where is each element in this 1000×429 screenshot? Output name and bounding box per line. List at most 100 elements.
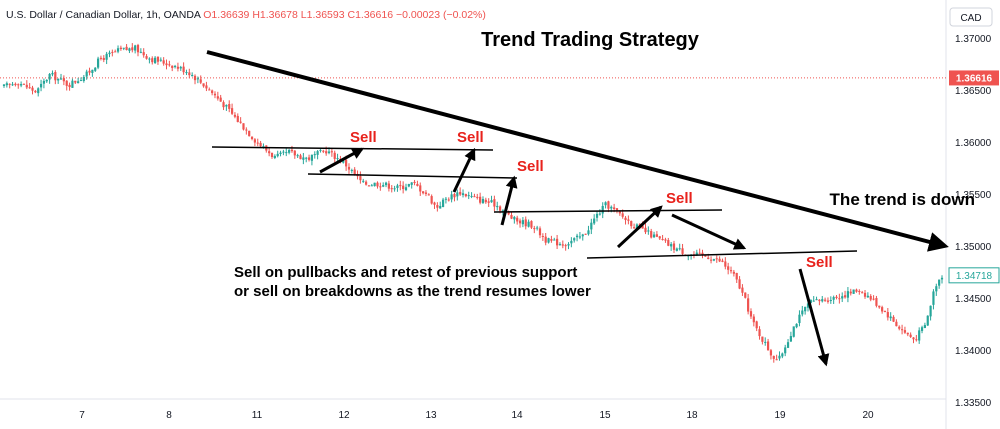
candle xyxy=(111,49,114,57)
candle xyxy=(709,256,713,264)
candle xyxy=(670,242,673,251)
candle xyxy=(564,243,567,251)
candle xyxy=(521,217,524,228)
currency-badge[interactable] xyxy=(949,7,993,27)
candle xyxy=(193,74,197,85)
candle xyxy=(59,73,63,80)
candle xyxy=(54,70,57,85)
candle xyxy=(279,150,282,157)
candle xyxy=(775,354,778,361)
candle xyxy=(364,180,368,186)
candle xyxy=(316,149,319,160)
candle xyxy=(34,89,37,94)
candle xyxy=(841,292,844,303)
candle xyxy=(724,257,727,270)
candle xyxy=(290,145,294,153)
candle xyxy=(11,81,14,86)
candle xyxy=(387,180,390,192)
candle xyxy=(330,148,333,157)
x-tick-label: 20 xyxy=(862,410,874,421)
sell-labels: Sell Sell Sell Sell Sell xyxy=(350,129,833,271)
candle xyxy=(881,305,884,314)
candle xyxy=(396,183,399,192)
candle xyxy=(165,59,168,70)
candle xyxy=(493,195,496,212)
candle xyxy=(427,193,430,196)
candle xyxy=(604,201,607,209)
candle xyxy=(211,89,214,96)
chart-title: Trend Trading Strategy xyxy=(481,29,700,51)
candle xyxy=(379,182,382,191)
candle xyxy=(886,308,889,321)
candle xyxy=(185,69,188,76)
candle xyxy=(467,191,470,200)
candle xyxy=(721,258,724,263)
candle xyxy=(48,73,51,84)
candle xyxy=(459,187,462,196)
candle xyxy=(313,151,316,159)
candle xyxy=(131,43,134,53)
candle xyxy=(419,182,422,196)
candle xyxy=(766,338,770,351)
candle xyxy=(182,62,185,75)
candle xyxy=(402,181,405,194)
candle xyxy=(225,104,228,111)
candle xyxy=(678,243,681,251)
open-value: O1.36639 xyxy=(203,9,250,21)
candle xyxy=(863,290,867,299)
candle xyxy=(71,78,74,88)
x-tick-label: 15 xyxy=(599,410,611,421)
candle xyxy=(747,293,750,315)
candle xyxy=(470,192,473,199)
candle xyxy=(729,266,733,274)
candle xyxy=(769,348,773,360)
time-axis[interactable]: 7 8 11 12 13 14 15 18 19 20 xyxy=(79,410,874,421)
y-tick-label: 1.36500 xyxy=(955,86,992,97)
currency-label: CAD xyxy=(960,13,981,24)
candle xyxy=(490,195,493,203)
candle xyxy=(556,234,559,250)
candle xyxy=(661,234,664,241)
candle xyxy=(940,275,944,284)
candle xyxy=(242,123,245,131)
candle xyxy=(496,201,499,211)
candle xyxy=(906,332,909,337)
candle xyxy=(573,237,576,243)
candle xyxy=(96,56,100,70)
symbol-name[interactable]: U.S. Dollar / Canadian Dollar, 1h, OANDA xyxy=(6,9,201,21)
candle xyxy=(142,48,145,58)
candle xyxy=(630,220,633,229)
candle xyxy=(681,243,684,255)
candle xyxy=(102,55,105,63)
candle xyxy=(293,150,296,159)
candle xyxy=(938,279,941,289)
candle xyxy=(322,149,325,154)
candle xyxy=(447,197,450,202)
sell-arrow-3 xyxy=(500,175,518,226)
candle xyxy=(584,233,587,235)
strategy-note-line-1: Sell on pullbacks and retest of previous… xyxy=(234,264,577,281)
price-axis[interactable]: 1.37000 1.36500 1.36000 1.35500 1.35000 1.345… xyxy=(955,34,992,409)
candle xyxy=(715,255,718,263)
sell-label-2: Sell xyxy=(457,129,484,146)
candle xyxy=(259,140,262,148)
candle xyxy=(350,168,353,174)
candle xyxy=(647,226,650,235)
candle xyxy=(128,47,131,54)
sell-label-3: Sell xyxy=(517,158,544,175)
candle xyxy=(541,233,544,241)
candle xyxy=(154,56,157,64)
candle xyxy=(672,240,676,253)
sell-arrow-6 xyxy=(798,268,830,367)
candle xyxy=(544,232,547,246)
candle xyxy=(900,324,904,335)
candle xyxy=(31,85,34,95)
candle xyxy=(79,77,83,82)
candle xyxy=(758,326,761,340)
candle xyxy=(473,193,476,198)
candle xyxy=(524,216,527,230)
candle xyxy=(134,44,137,54)
close-value: C1.36616 xyxy=(347,9,394,21)
candle xyxy=(441,197,445,208)
